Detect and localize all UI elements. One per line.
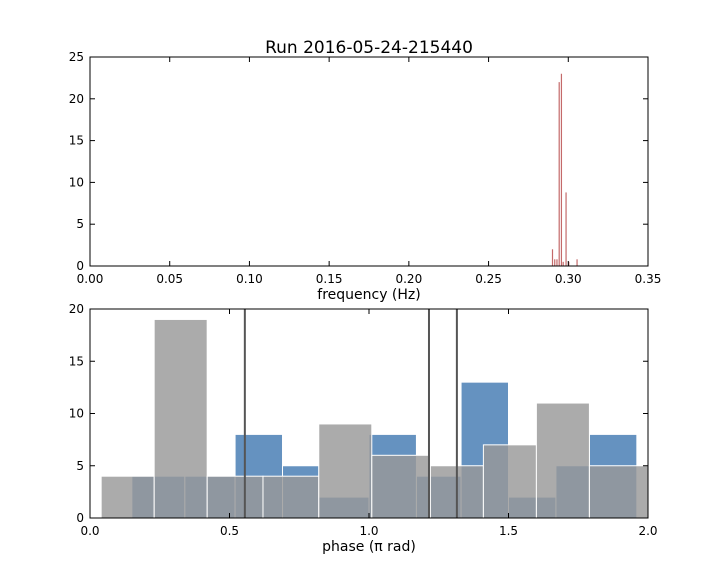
x-tick-label: 0.25: [475, 272, 502, 286]
phase-histogram: 0.0 0.5 1.0 1.5 2.0 0 5 10 15 20 phase (π rad): [69, 302, 658, 555]
frequency-plot-frame: [89, 56, 649, 267]
y-tick-label: 0: [76, 259, 84, 273]
y-tick-label: 15: [69, 134, 84, 148]
y-tick-label: 25: [69, 50, 84, 64]
frequency-axes: 0.00 0.05 0.10 0.15 0.20 0.25 0.30 0.35 0 5 10 15 20…: [69, 50, 662, 286]
y-tick-label: 15: [69, 354, 84, 368]
phase-reference-lines: [243, 309, 458, 518]
phase-bar-gray: [100, 475, 155, 519]
phase-bar-gray: [588, 465, 649, 519]
phase-bar-gray: [153, 318, 208, 519]
x-tick-label: 2.0: [638, 524, 657, 538]
y-tick-label: 5: [76, 217, 84, 231]
phase-bar-gray: [482, 444, 537, 519]
phase-bars: [100, 318, 649, 519]
y-tick-label: 10: [69, 175, 84, 189]
x-tick-label: 1.0: [359, 524, 378, 538]
phase-bar-gray: [318, 423, 373, 519]
phase-bar-gray: [206, 475, 264, 519]
x-tick-label: 0.15: [316, 272, 343, 286]
y-tick-label: 10: [69, 407, 84, 421]
frequency-x-axis-label: frequency (Hz): [317, 287, 420, 303]
phase-bar-gray: [535, 402, 590, 519]
x-tick-label: 0.35: [635, 272, 662, 286]
phase-bar-gray: [371, 454, 431, 519]
y-tick-label: 5: [76, 459, 84, 473]
x-tick-label: 0.20: [395, 272, 422, 286]
x-tick-label: 0.00: [77, 272, 104, 286]
y-tick-label: 20: [69, 302, 84, 316]
x-tick-label: 0.10: [236, 272, 263, 286]
x-tick-label: 0.5: [220, 524, 239, 538]
y-tick-label: 20: [69, 92, 84, 106]
figure-title: Run 2016-05-24-215440: [265, 38, 473, 58]
x-tick-label: 0.30: [555, 272, 582, 286]
x-tick-label: 0.05: [156, 272, 183, 286]
frequency-bars: [551, 73, 578, 266]
y-tick-label: 0: [76, 511, 84, 525]
x-tick-label: 0.0: [80, 524, 99, 538]
phase-x-axis-label: phase (π rad): [322, 539, 416, 555]
phase-bar-gray: [262, 475, 320, 519]
frequency-histogram: 0.00 0.05 0.10 0.15 0.20 0.25 0.30 0.35 0 5 10 15 20…: [69, 50, 662, 303]
x-tick-label: 1.5: [499, 524, 518, 538]
phase-axes: 0.0 0.5 1.0 1.5 2.0 0 5 10 15 20: [69, 302, 658, 538]
